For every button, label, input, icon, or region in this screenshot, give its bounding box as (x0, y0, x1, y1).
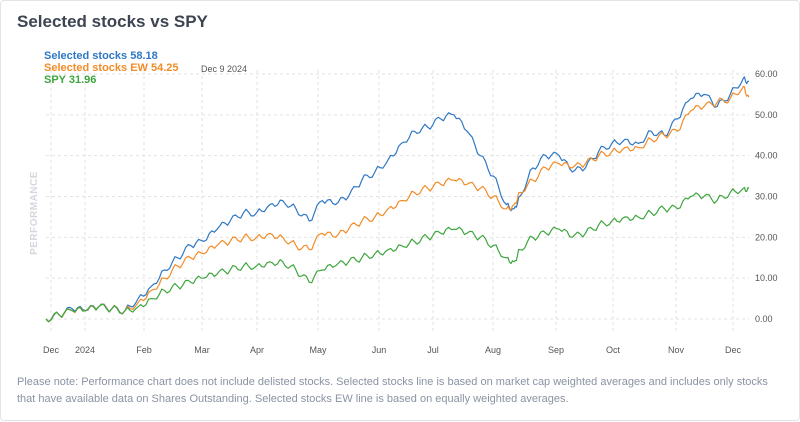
chart-grid (46, 70, 749, 331)
x-tick-label: May (309, 345, 327, 355)
x-tick-label: Dec (725, 345, 742, 355)
x-tick-label: Nov (668, 345, 685, 355)
page-title: Selected stocks vs SPY (17, 12, 208, 31)
x-axis: Dec 2024 Feb Mar Apr May Jun Jul Aug Sep Oct Nov Dec (43, 345, 742, 355)
y-tick-label: 20.00 (755, 232, 778, 242)
series-line-selected-stocks-ew[interactable] (45, 85, 750, 323)
legend-item: Selected stocks 58.18 (44, 50, 158, 62)
disclaimer-note: Please note: Performance chart does not … (17, 376, 768, 405)
legend-item: Selected stocks EW 54.25 (44, 62, 179, 74)
x-tick-label: Apr (250, 345, 264, 355)
x-tick-label: Aug (485, 345, 501, 355)
series-lines[interactable] (45, 76, 750, 323)
y-tick-label: 60.00 (755, 69, 778, 79)
x-tick-label: Dec (43, 345, 60, 355)
x-tick-label: 2024 (75, 345, 95, 355)
x-tick-label: Oct (606, 345, 621, 355)
x-tick-label: Feb (136, 345, 152, 355)
y-tick-label: 50.00 (755, 110, 778, 120)
x-tick-label: Mar (194, 345, 210, 355)
y-tick-label: 0.00 (755, 314, 773, 324)
y-tick-label: 40.00 (755, 151, 778, 161)
x-tick-label: Jul (427, 345, 439, 355)
y-tick-label: 10.00 (755, 273, 778, 283)
legend-item: SPY 31.96 (44, 74, 96, 86)
y-axis-label: PERFORMANCE (29, 171, 40, 255)
series-line-selected-stocks[interactable] (45, 76, 750, 323)
series-line-spy[interactable] (45, 186, 750, 323)
date-label: Dec 9 2024 (201, 64, 247, 74)
x-tick-label: Sep (548, 345, 564, 355)
x-tick-label: Jun (372, 345, 387, 355)
y-tick-label: 30.00 (755, 192, 778, 202)
y-axis: 0.00 10.00 20.00 30.00 40.00 50.00 60.00 (755, 69, 778, 324)
